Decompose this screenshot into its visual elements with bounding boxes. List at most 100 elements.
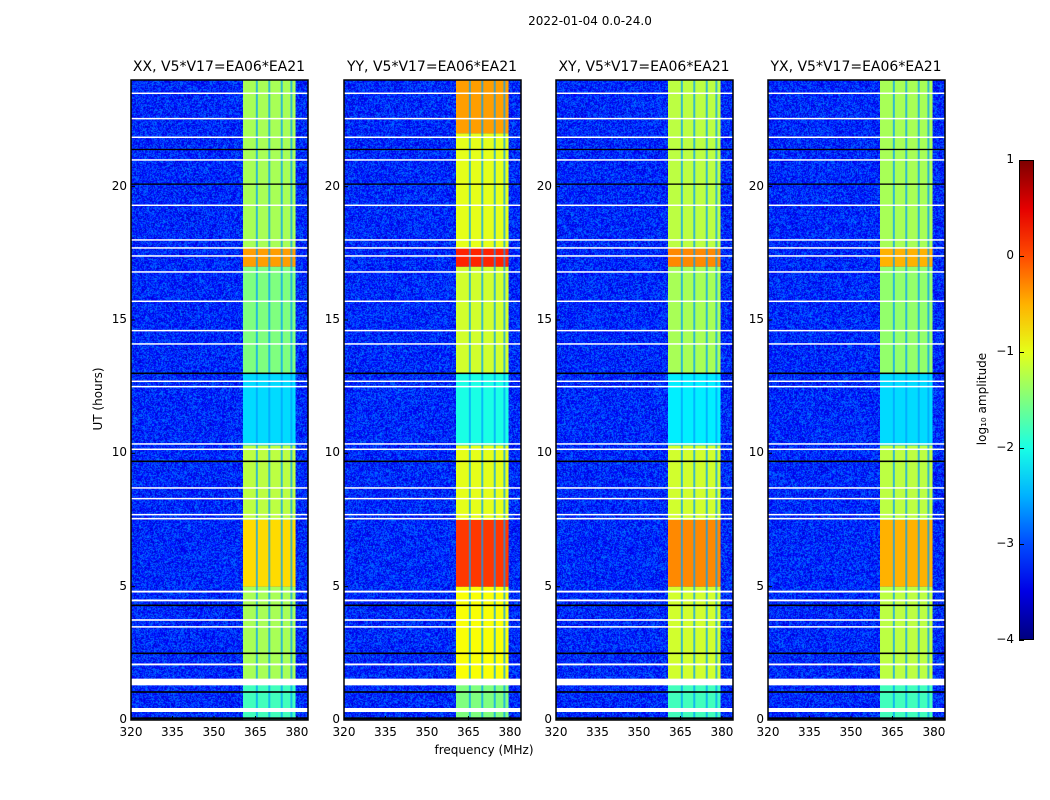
colorbar-tick-label: −1 <box>996 344 1014 358</box>
flagged-interval <box>768 255 945 257</box>
y-tick-label: 15 <box>536 312 552 326</box>
zero-interval <box>768 183 945 185</box>
flagged-interval <box>344 678 521 686</box>
flagged-interval <box>131 159 308 161</box>
zero-interval <box>556 691 733 693</box>
flagged-interval <box>768 448 945 451</box>
y-tick-label: 5 <box>332 578 340 593</box>
zero-interval <box>556 460 733 463</box>
colorbar-tick-label: 1 <box>1006 152 1014 166</box>
zero-interval <box>344 691 521 693</box>
channel-divider <box>892 80 895 720</box>
zero-interval <box>131 460 308 463</box>
heatmap-panel <box>343 79 522 721</box>
x-tick-label: 350 <box>839 725 863 739</box>
colorbar-tick-mark <box>1019 256 1024 257</box>
panel-title: YY, V5*V17=EA06*EA21 <box>346 59 518 75</box>
channel-divider <box>280 80 283 720</box>
y-tick-label: 0 <box>544 712 552 726</box>
flagged-interval <box>768 247 945 249</box>
zero-interval <box>131 148 308 151</box>
flagged-interval <box>344 117 521 120</box>
heatmap-marks <box>130 79 309 721</box>
flagged-interval <box>768 92 945 95</box>
flagged-interval <box>344 329 521 332</box>
flagged-interval <box>768 239 945 241</box>
axes-frame <box>767 79 946 721</box>
flagged-interval <box>556 385 733 388</box>
zero-interval <box>768 652 945 655</box>
flagged-interval <box>768 343 945 345</box>
flagged-interval <box>344 663 521 666</box>
colorbar-tick-label: −4 <box>996 632 1014 646</box>
flagged-interval <box>344 385 521 388</box>
flagged-interval <box>344 343 521 345</box>
x-tick-label: 335 <box>161 725 184 739</box>
flagged-interval <box>556 517 733 520</box>
flagged-interval <box>556 497 733 500</box>
y-tick-label: 0 <box>119 712 127 726</box>
zero-interval <box>344 460 521 463</box>
x-tick-label: 365 <box>881 725 904 739</box>
y-tick-label: 10 <box>748 445 764 460</box>
flagged-interval <box>768 626 945 628</box>
heatmap-panel <box>767 79 946 721</box>
flagged-interval <box>556 343 733 345</box>
flagged-interval <box>768 300 945 303</box>
flagged-interval <box>556 159 733 161</box>
x-axis-label: frequency (MHz) <box>434 743 534 757</box>
flagged-interval <box>556 329 733 332</box>
channel-divider <box>705 80 708 720</box>
flagged-interval <box>768 385 945 388</box>
y-axis-label: UT (hours) <box>91 367 105 431</box>
figure-title: 2022-01-04 0.0-24.0 <box>528 14 652 28</box>
zero-interval <box>556 604 733 607</box>
heatmap-panel <box>555 79 734 721</box>
heatmap-marks <box>767 79 946 721</box>
flagged-interval <box>131 329 308 332</box>
flagged-interval <box>344 239 521 241</box>
y-tick-label: 5 <box>544 578 552 593</box>
flagged-interval <box>556 255 733 257</box>
zero-interval <box>344 652 521 655</box>
x-tick-label: 380 <box>285 725 309 739</box>
y-tick-label: 5 <box>756 578 764 593</box>
y-tick-label: 0 <box>332 712 340 726</box>
y-tick-label: 20 <box>536 178 552 193</box>
zero-interval <box>131 604 308 607</box>
zero-interval <box>768 604 945 607</box>
y-tick-label: 20 <box>111 178 127 193</box>
x-tick-label: 350 <box>415 725 439 739</box>
flagged-interval <box>768 136 945 139</box>
y-tick-label: 0 <box>756 712 764 726</box>
zero-interval <box>768 372 945 375</box>
y-tick-label: 20 <box>748 178 764 193</box>
flagged-interval <box>131 663 308 666</box>
zero-interval <box>131 652 308 655</box>
flagged-interval <box>768 117 945 120</box>
colorbar-tick-label: 0 <box>1006 248 1014 262</box>
x-tick-label: 320 <box>332 725 356 739</box>
colorbar-tick-mark <box>1019 544 1024 545</box>
axes-frame <box>130 79 309 721</box>
channel-divider <box>268 80 271 720</box>
flagged-interval <box>131 255 308 257</box>
flagged-interval <box>131 300 308 303</box>
x-tick-label: 380 <box>922 725 946 739</box>
flagged-interval <box>556 247 733 249</box>
flagged-interval <box>768 678 945 686</box>
zero-interval <box>344 183 521 185</box>
flagged-interval <box>131 497 308 500</box>
flagged-interval <box>344 136 521 139</box>
flagged-interval <box>131 513 308 516</box>
channel-divider <box>255 80 258 720</box>
flagged-interval <box>344 271 521 273</box>
flagged-interval <box>556 448 733 451</box>
flagged-interval <box>556 487 733 489</box>
colorbar-tick-mark <box>1019 160 1024 161</box>
y-tick-label: 10 <box>536 445 552 460</box>
flagged-interval <box>344 92 521 95</box>
flagged-interval <box>344 443 521 445</box>
x-tick-label: 335 <box>374 725 397 739</box>
flagged-interval <box>556 136 733 139</box>
